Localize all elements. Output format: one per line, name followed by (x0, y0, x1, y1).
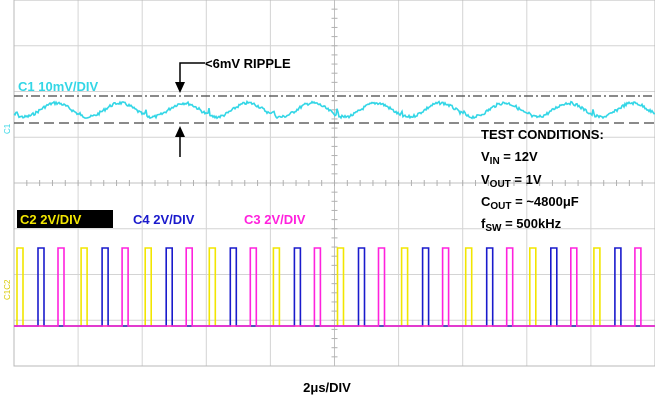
c2-label-background (17, 210, 113, 228)
ripple-arrow-top-line (179, 62, 205, 88)
c1-label: C1 10mV/DIV (18, 79, 99, 94)
c1-marker: C1 (3, 123, 12, 134)
test-condition-cout: COUT = ~4800μF (481, 194, 579, 212)
ripple-annotation: <6mV RIPPLE (205, 56, 291, 71)
graticule-border (13, 0, 655, 367)
c3-label: C3 2V/DIV (244, 212, 306, 227)
ripple-arrow-top-head (175, 82, 185, 93)
test-conditions-heading: TEST CONDITIONS: (481, 127, 604, 142)
test-condition-vout: VOUT = 1V (481, 172, 542, 190)
ripple-reference-lines (14, 95, 655, 124)
ripple-arrows (175, 62, 205, 157)
test-condition-fsw: fSW = 500kHz (481, 216, 562, 234)
graticule (13, 0, 655, 367)
c2-label: C2 2V/DIV (20, 212, 82, 227)
time-scale-label: 2μs/DIV (303, 380, 351, 395)
test-condition-vin: VIN = 12V (481, 149, 538, 167)
c3-switch-trace (14, 247, 655, 327)
trace-layer (13, 99, 655, 327)
c4-label: C4 2V/DIV (133, 212, 195, 227)
c2-marker: C1C2 (3, 279, 12, 300)
c1-ripple-trace (13, 99, 655, 120)
ripple-arrow-bottom-head (175, 126, 185, 137)
